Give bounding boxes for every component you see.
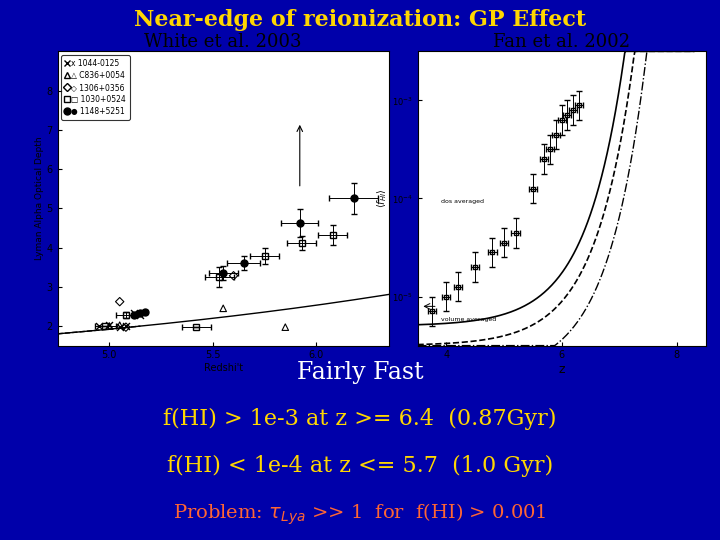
Text: volume averaged: volume averaged [441,317,496,322]
Title: Fan et al. 2002: Fan et al. 2002 [493,33,630,51]
Text: dos averaged: dos averaged [441,199,484,204]
Text: Fairly Fast: Fairly Fast [297,361,423,384]
Text: f(HI) < 1e-4 at z <= 5.7  (1.0 Gyr): f(HI) < 1e-4 at z <= 5.7 (1.0 Gyr) [167,455,553,477]
Y-axis label: Lyman Alpha Optical Depth: Lyman Alpha Optical Depth [35,137,44,260]
Point [120,322,132,330]
Point [135,310,146,319]
X-axis label: z: z [558,363,565,376]
Text: f(HI) > 1e-3 at z >= 6.4  (0.87Gyr): f(HI) > 1e-3 at z >= 6.4 (0.87Gyr) [163,408,557,430]
Point [114,298,125,306]
Point [104,321,115,329]
Text: Problem: $\tau_{Lya}$ >> 1  for  f(HI) > 0.001: Problem: $\tau_{Lya}$ >> 1 for f(HI) > 0… [174,501,546,526]
Point [128,309,140,318]
Point [217,304,229,313]
Point [279,323,291,332]
Legend: x 1044-0125, △ C836+0054, ◇ 1306+0356, □ 1030+0524, ● 1148+5251: x 1044-0125, △ C836+0054, ◇ 1306+0356, □… [61,55,130,120]
Point [114,321,125,329]
Point [228,272,239,280]
Title: White et al. 2003: White et al. 2003 [145,33,302,51]
Text: Near-edge of reionization: GP Effect: Near-edge of reionization: GP Effect [134,9,586,31]
Point [120,323,132,332]
Point [114,323,125,332]
Point [104,322,115,330]
X-axis label: Redshi't: Redshi't [204,363,243,373]
Y-axis label: $\langle f_{HI} \rangle$: $\langle f_{HI} \rangle$ [375,188,389,208]
Point [94,322,105,330]
